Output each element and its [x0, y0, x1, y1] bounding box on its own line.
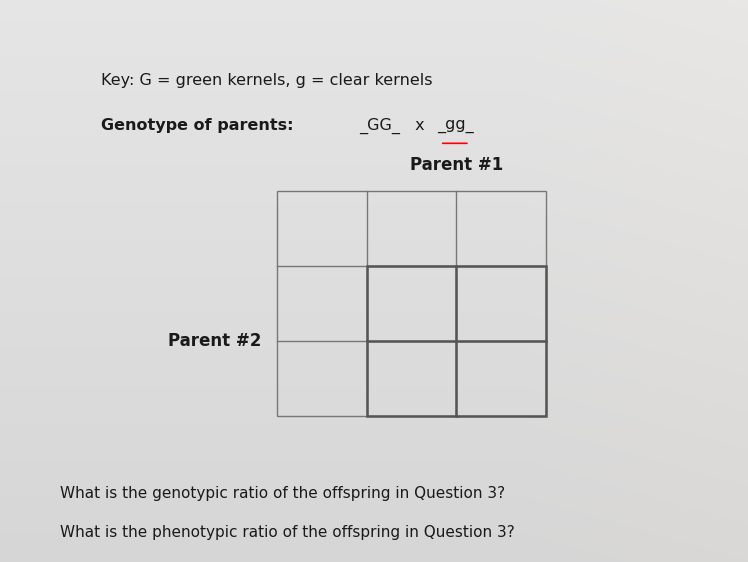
Bar: [367, 266, 546, 416]
Text: x: x: [410, 118, 429, 133]
Text: Genotype of parents:: Genotype of parents:: [101, 118, 293, 133]
Text: Key: G = green kernels, g = clear kernels: Key: G = green kernels, g = clear kernel…: [101, 73, 432, 88]
Bar: [277, 191, 546, 416]
Text: What is the genotypic ratio of the offspring in Question 3?: What is the genotypic ratio of the offsp…: [60, 486, 505, 501]
Text: What is the phenotypic ratio of the offspring in Question 3?: What is the phenotypic ratio of the offs…: [60, 525, 515, 541]
Text: _GG_: _GG_: [359, 118, 400, 134]
Text: Parent #1: Parent #1: [410, 156, 503, 174]
Text: Parent #2: Parent #2: [168, 332, 262, 350]
Text: _gg_: _gg_: [438, 118, 474, 133]
